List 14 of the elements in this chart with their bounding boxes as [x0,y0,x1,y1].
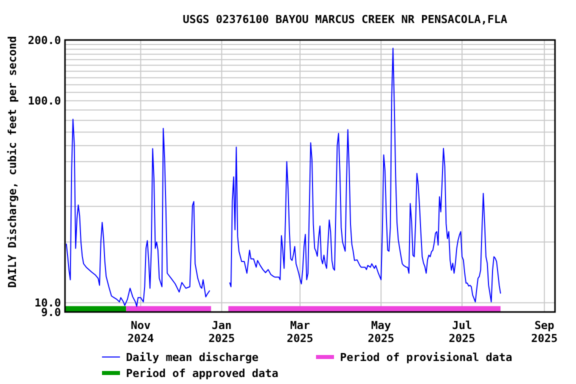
x-tick-label: Sep 2025 [531,319,558,345]
x-tick-label: May 2025 [368,319,394,345]
x-tick-label: Jan 2025 [208,319,235,345]
legend-label: Period of approved data [126,366,278,380]
x-tick-label: Jul 2025 [448,319,476,345]
x-tick-label: Mar 2025 [286,319,314,345]
legend-label: Period of provisional data [340,350,512,364]
y-axis-title: DAILY Discharge, cubic feet per second [6,36,19,288]
y-tick-label: 9.0 [41,306,61,319]
legend-label: Daily mean discharge [126,350,259,364]
y-tick-label: 100.0 [28,94,61,108]
x-tick-label: Nov 2024 [127,319,154,345]
y-tick-label: 200.0 [28,34,61,47]
chart-title: USGS 02376100 BAYOU MARCUS CREEK NR PENSACOLA,FLA [182,13,508,26]
